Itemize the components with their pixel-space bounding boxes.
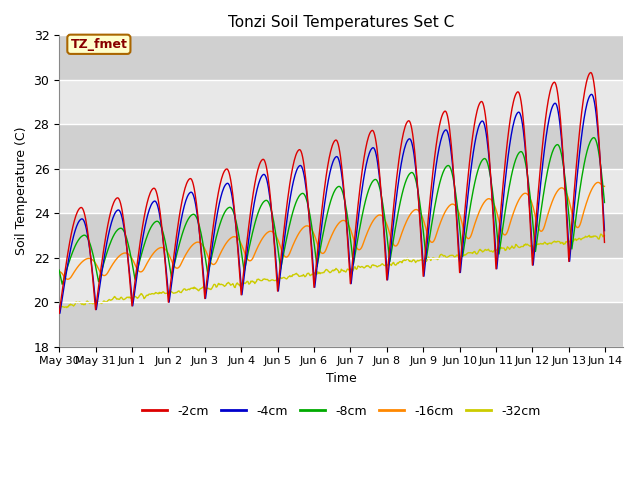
Y-axis label: Soil Temperature (C): Soil Temperature (C) xyxy=(15,127,28,255)
Bar xyxy=(59,124,623,169)
X-axis label: Time: Time xyxy=(326,372,356,385)
Bar xyxy=(59,36,623,80)
Text: TZ_fmet: TZ_fmet xyxy=(70,38,127,51)
Bar xyxy=(59,258,623,302)
Title: Tonzi Soil Temperatures Set C: Tonzi Soil Temperatures Set C xyxy=(228,15,454,30)
Bar xyxy=(59,169,623,213)
Bar xyxy=(59,213,623,258)
Bar xyxy=(59,302,623,347)
Bar xyxy=(59,80,623,124)
Legend: -2cm, -4cm, -8cm, -16cm, -32cm: -2cm, -4cm, -8cm, -16cm, -32cm xyxy=(137,400,545,423)
